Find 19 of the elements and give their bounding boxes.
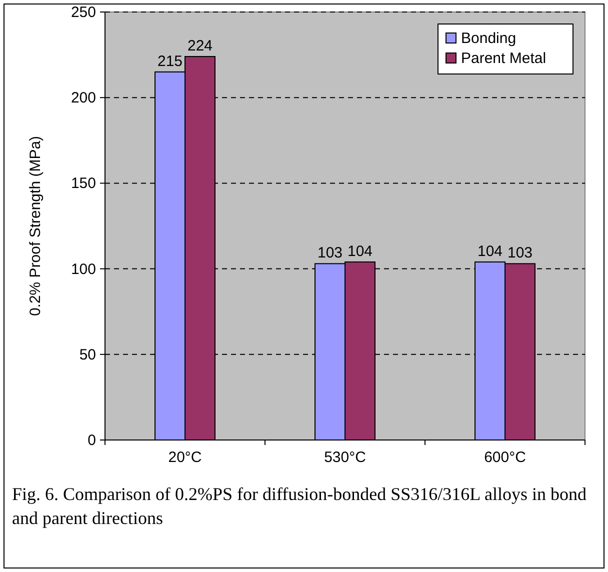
y-tick-label: 0	[88, 432, 96, 449]
y-axis-title: 0.2% Proof Strength (MPa)	[27, 136, 44, 316]
data-label: 215	[157, 52, 183, 70]
y-tick-label: 250	[70, 4, 96, 21]
data-label: 104	[477, 242, 503, 260]
data-label: 103	[317, 244, 343, 262]
data-label: 103	[507, 244, 533, 262]
x-tick-label: 600°C	[484, 449, 526, 466]
data-label: 104	[347, 242, 373, 260]
y-tick-label: 200	[70, 90, 96, 107]
caption: Fig. 6. Comparison of 0.2%PS for diffusion-bonded SS316/316L alloys in bond and parent directions	[12, 484, 587, 528]
y-tick-label: 100	[70, 260, 96, 278]
data-label: 224	[187, 38, 213, 55]
x-tick-label: 20°C	[168, 449, 202, 466]
y-tick-label: 150	[70, 175, 96, 192]
legend-label: Bonding	[461, 30, 516, 47]
y-tick-label: 50	[79, 346, 96, 364]
legend-label: Parent Metal	[461, 50, 546, 67]
x-tick-label: 530°C	[324, 449, 366, 466]
